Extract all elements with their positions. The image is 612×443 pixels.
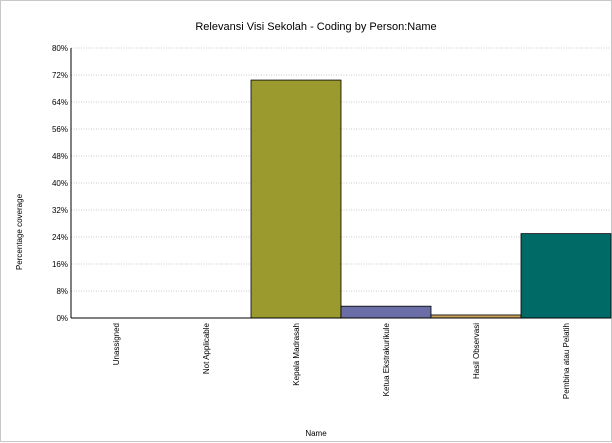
x-category-label: Pembina atau Pelatih — [562, 323, 571, 399]
x-category-label: Hasil Observasi — [472, 323, 481, 379]
y-tick-label: 24% — [52, 233, 68, 242]
bars — [250, 79, 612, 319]
y-tick-label: 48% — [52, 152, 68, 161]
y-tick-label: 40% — [52, 179, 68, 188]
x-category-label: Ketua Ekstrakurikule — [382, 322, 391, 396]
y-tick-label: 0% — [56, 314, 68, 323]
chart-title: Relevansi Visi Sekolah - Coding by Perso… — [195, 21, 436, 33]
x-category-label: Unassigned — [112, 323, 121, 365]
bar-kepala-madrasah — [250, 79, 342, 319]
y-axis-label: Percentage coverage — [15, 193, 24, 270]
bar-pembina-atau-pelatih — [520, 233, 612, 319]
bar-ketua-ekstrakurikule — [340, 305, 432, 319]
x-category-labels: Unassigned Not Applicable Kepala Madrasah K… — [112, 322, 571, 399]
y-tick-label: 32% — [52, 206, 68, 215]
y-tick-label: 56% — [52, 125, 68, 134]
y-tick-label: 72% — [52, 71, 68, 80]
axes — [70, 48, 611, 319]
x-axis-label: Name — [305, 429, 327, 438]
y-tick-labels: 0% 8% 16% 24% 32% 40% 48% 56% 64% 72% 80% — [52, 44, 68, 323]
y-tick-label: 16% — [52, 260, 68, 269]
y-tick-label: 80% — [52, 44, 68, 53]
x-category-label: Not Applicable — [202, 322, 211, 374]
y-tick-label: 8% — [56, 287, 68, 296]
x-category-label: Kepala Madrasah — [292, 323, 301, 386]
y-tick-label: 64% — [52, 98, 68, 107]
